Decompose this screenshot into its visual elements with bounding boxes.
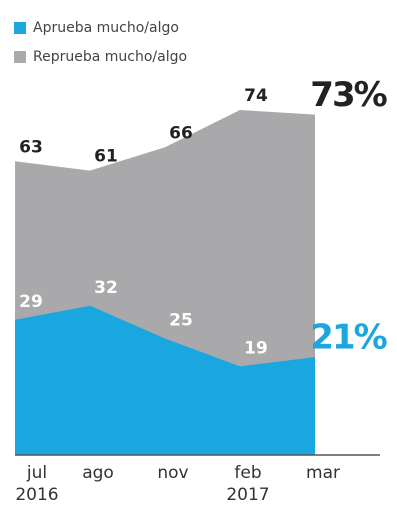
legend-swatch: [14, 22, 26, 34]
value-label: 74: [244, 86, 268, 106]
value-label: 25: [169, 310, 193, 330]
value-label: 73%: [310, 75, 386, 115]
x-tick-label: mar: [306, 463, 340, 483]
value-label: 63: [19, 137, 43, 157]
legend-label: Aprueba mucho/algo: [33, 20, 179, 36]
x-tick-label: ago: [82, 463, 114, 483]
value-label: 66: [169, 123, 193, 143]
x-tick-label: nov: [157, 463, 189, 483]
value-label: 61: [94, 147, 118, 167]
value-label: 19: [244, 338, 268, 358]
value-label: 32: [94, 278, 118, 298]
x-tick-label: jul 2016: [15, 463, 59, 505]
legend-swatch: [14, 51, 26, 63]
value-label: 29: [19, 292, 43, 312]
value-label: 21%: [310, 318, 386, 358]
area: [15, 305, 315, 455]
x-tick-label: feb 2017: [226, 463, 270, 505]
legend-label: Reprueba mucho/algo: [33, 49, 187, 65]
